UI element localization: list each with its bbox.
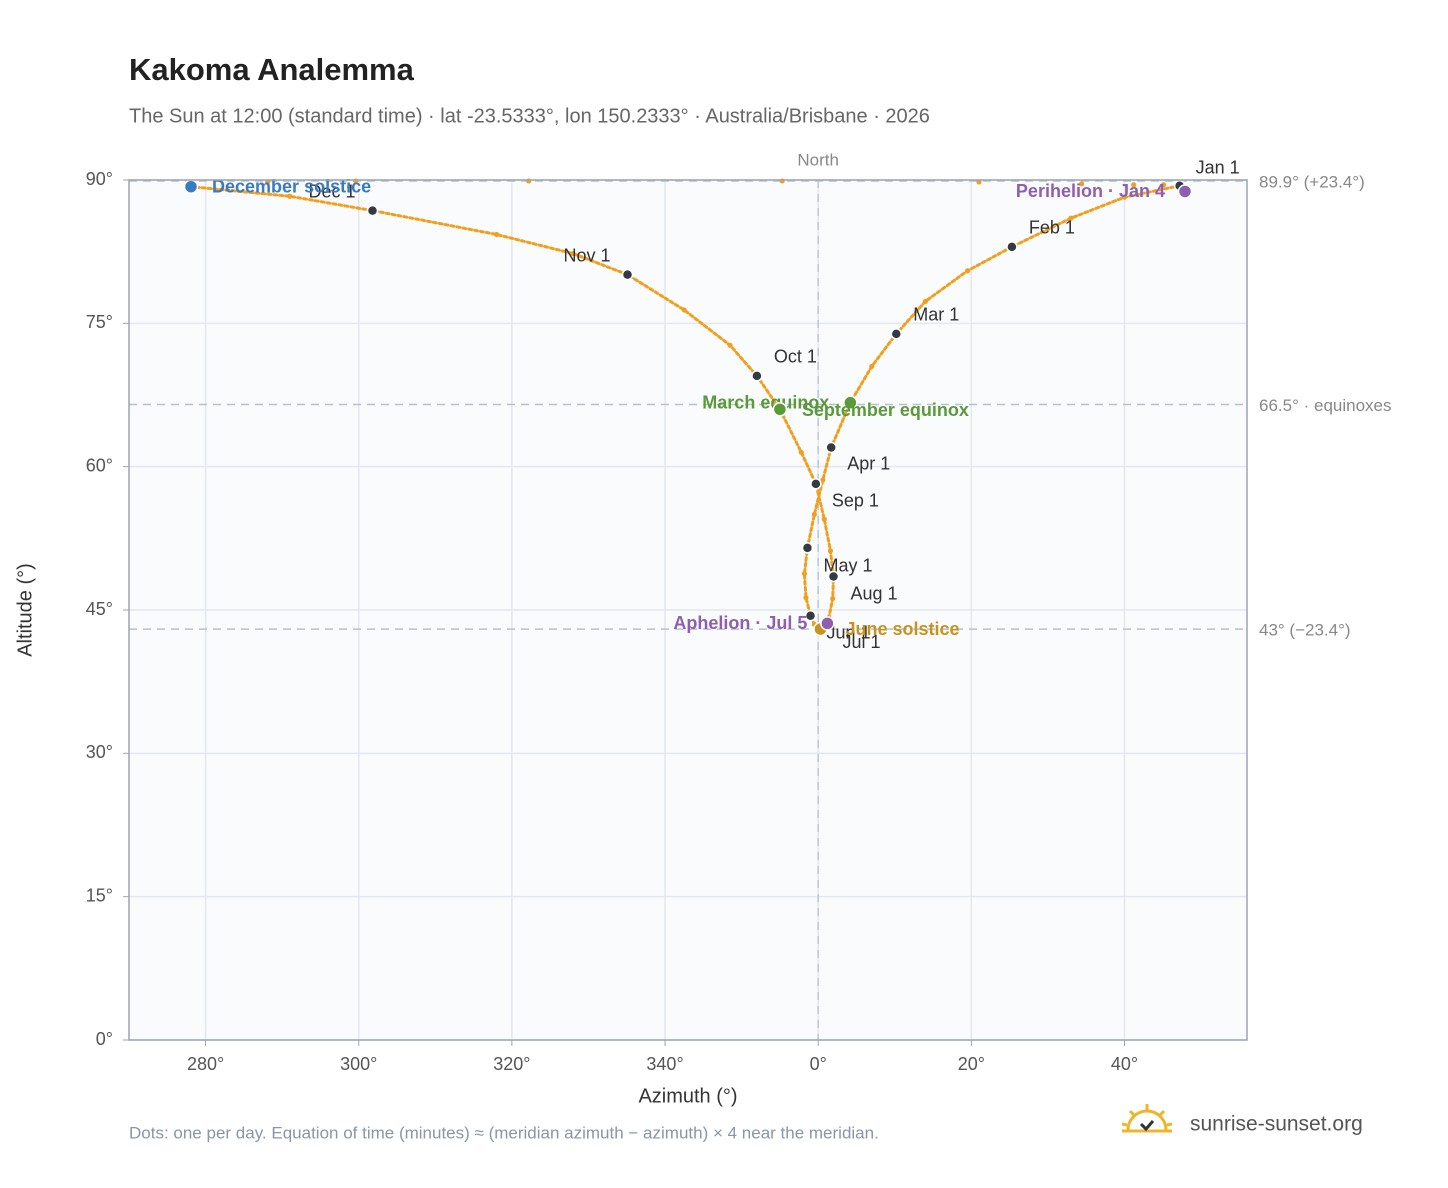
month-label: Apr 1 — [847, 453, 890, 473]
y-tick-label: 75° — [86, 312, 113, 332]
day-dot — [779, 178, 785, 184]
month-marker — [825, 441, 837, 454]
month-marker — [751, 370, 763, 382]
event-label: September equinox — [802, 400, 969, 420]
day-dot — [287, 193, 293, 199]
event-marker — [183, 179, 199, 194]
day-dot — [1160, 182, 1167, 188]
day-dot — [922, 298, 928, 304]
event-marker — [772, 402, 788, 417]
x-tick-label: 340° — [646, 1054, 683, 1074]
day-dot — [821, 516, 827, 522]
day-dot — [798, 449, 804, 455]
event-label: March equinox — [702, 392, 829, 412]
day-dot — [493, 231, 500, 238]
footnote: Dots: one per day. Equation of time (min… — [129, 1123, 879, 1142]
day-dot — [803, 594, 809, 601]
month-label: Jun 1 — [827, 622, 871, 642]
day-dot — [1078, 181, 1085, 187]
day-dot — [827, 548, 834, 554]
event-marker — [820, 616, 835, 631]
day-dot — [811, 511, 817, 518]
day-dot — [1121, 194, 1128, 200]
month-marker — [810, 478, 822, 490]
y-tick-label: 0° — [96, 1029, 113, 1049]
month-label: May 1 — [823, 556, 872, 576]
month-label: Oct 1 — [774, 347, 817, 367]
day-dot — [830, 595, 836, 602]
reference-label: 43° (−23.4°) — [1259, 621, 1351, 640]
reference-label: 66.5° · equinoxes — [1259, 396, 1392, 415]
month-label: Jan 1 — [1196, 157, 1240, 177]
month-marker — [804, 609, 817, 622]
day-dot — [869, 363, 875, 369]
month-marker — [621, 268, 634, 281]
day-dot — [1131, 182, 1137, 188]
meridian-label: North — [797, 150, 839, 169]
brand-icon — [1121, 1104, 1173, 1133]
x-tick-label: 280° — [187, 1054, 224, 1074]
month-label: Feb 1 — [1029, 218, 1075, 238]
month-label: Sep 1 — [832, 491, 879, 511]
x-tick-label: 320° — [493, 1054, 530, 1074]
event-label: June solstice — [845, 619, 959, 639]
x-tick-label: 300° — [340, 1054, 377, 1074]
brand: sunrise-sunset.org — [1190, 1113, 1363, 1136]
day-dot — [801, 571, 807, 577]
chart-title: Kakoma Analemma — [129, 52, 415, 87]
y-tick-label: 60° — [86, 455, 113, 475]
day-dot — [681, 307, 687, 313]
x-tick-label: 0° — [810, 1054, 827, 1074]
month-marker — [827, 570, 840, 583]
event-marker — [1177, 184, 1193, 199]
month-label: Dec 1 — [308, 181, 355, 201]
y-tick-label: 15° — [86, 885, 113, 905]
day-dot — [820, 477, 826, 483]
y-tick-label: 30° — [86, 742, 113, 762]
y-tick-label: 90° — [86, 169, 113, 189]
event-marker — [843, 395, 858, 410]
month-label: Mar 1 — [913, 305, 959, 325]
month-marker — [801, 542, 814, 554]
x-tick-label: 40° — [1111, 1054, 1138, 1074]
x-axis-title: Azimuth (°) — [638, 1085, 737, 1107]
month-label: Jul 1 — [842, 632, 880, 652]
month-label: Nov 1 — [563, 245, 610, 265]
month-marker — [890, 328, 903, 340]
day-dot — [570, 250, 576, 257]
month-marker — [1006, 241, 1018, 253]
day-dot — [964, 268, 971, 274]
day-dot — [526, 178, 532, 184]
chart-subtitle: The Sun at 12:00 (standard time) · lat -… — [129, 105, 930, 127]
reference-label: 89.9° (+23.4°) — [1259, 172, 1365, 191]
day-dot — [1068, 215, 1074, 221]
month-marker — [366, 204, 379, 217]
x-tick-label: 20° — [958, 1054, 985, 1074]
y-axis-title: Altitude (°) — [14, 563, 36, 657]
event-label: Aphelion · Jul 5 — [673, 613, 807, 633]
y-tick-label: 45° — [86, 599, 113, 619]
month-label: Aug 1 — [850, 583, 897, 603]
day-dot — [727, 342, 733, 348]
event-label: December solstice — [212, 176, 371, 196]
event-label: Perihelion · Jan 4 — [1016, 181, 1165, 201]
